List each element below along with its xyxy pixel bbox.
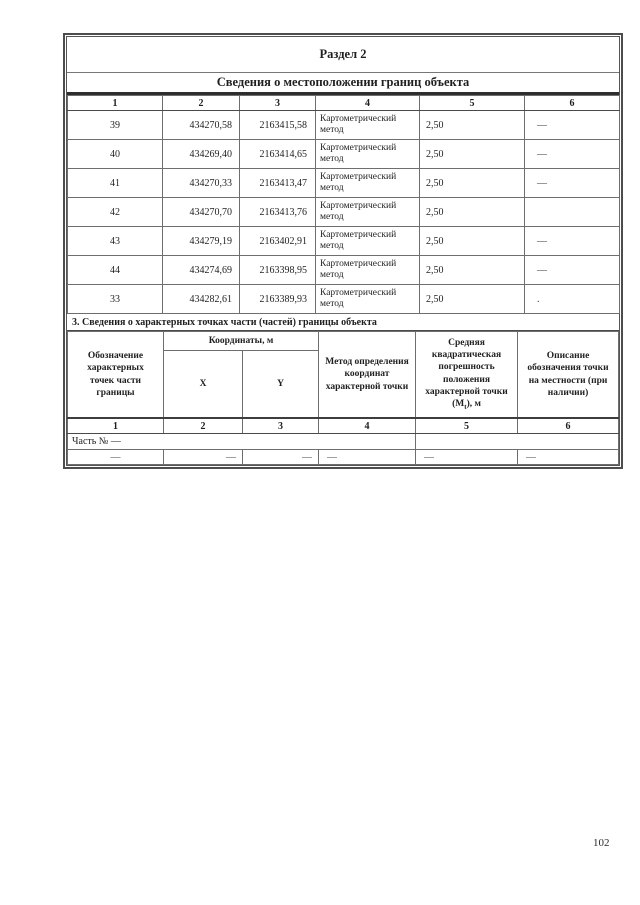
placeholder-cell: — (163, 449, 243, 465)
desc-cell: . (524, 284, 620, 314)
desc-cell: — (524, 255, 620, 285)
desc-cell: — (524, 226, 620, 256)
y-cell: 2163402,91 (239, 226, 316, 256)
y-cell: 2163415,58 (239, 110, 316, 140)
point-number-cell: 43 (67, 226, 163, 256)
header-row-xy: X Y (68, 350, 619, 419)
boundary-points-table: 1 2 3 4 5 6 39 434270,58 2163415,58 Карт… (67, 95, 620, 314)
section2-subtitle: Сведения о местоположении границ объекта (216, 75, 470, 89)
table-row: 41 434270,33 2163413,47 Картометрический… (67, 168, 620, 198)
placeholder-cell: — (67, 449, 164, 465)
method-cell: Картометрический метод (315, 226, 420, 256)
point-number-cell: 33 (67, 284, 163, 314)
y-cell: 2163413,47 (239, 168, 316, 198)
col-number: 4 (318, 417, 417, 434)
method-header: Метод определения координат характерной … (318, 331, 417, 419)
method-cell: Картометрический метод (315, 284, 420, 314)
desc-cell (524, 197, 620, 227)
page-number: 102 (593, 837, 610, 849)
inner-frame: Раздел 2 Сведения о местоположении грани… (66, 36, 620, 466)
x-cell: 434274,69 (162, 255, 240, 285)
header-row-top: Обозначение характерных точек части гран… (67, 331, 620, 419)
mt-cell: 2,50 (419, 255, 525, 285)
table-row: 40 434269,40 2163414,65 Картометрический… (67, 139, 620, 169)
part-points-table: Обозначение характерных точек части гран… (66, 331, 620, 465)
y-header: Y (241, 350, 320, 419)
col-number: 2 (163, 417, 243, 434)
point-number-cell: 39 (67, 110, 163, 140)
y-cell: 2163413,76 (239, 197, 316, 227)
part-label-empty-cell (415, 433, 620, 450)
mt-header-suffix: ), м (466, 399, 481, 410)
column-number-row: 1 2 3 4 5 6 (67, 95, 620, 111)
placeholder-cell: — (241, 449, 320, 465)
mt-cell: 2,50 (419, 139, 525, 169)
part-label-cell: Часть № — (66, 433, 417, 450)
col-number: 5 (419, 95, 525, 111)
designation-header: Обозначение характерных точек части гран… (67, 331, 164, 419)
section3-title: 3. Сведения о характерных точках части (… (67, 314, 619, 331)
col-number: 6 (524, 95, 620, 111)
method-cell: Картометрический метод (315, 197, 420, 227)
placeholder-cell: — (415, 449, 519, 465)
col-number: 3 (241, 417, 320, 434)
x-cell: 434279,19 (162, 226, 240, 256)
method-cell: Картометрический метод (315, 168, 420, 198)
mt-subscript: t (464, 403, 467, 412)
section2-title-block: Раздел 2 Сведения о местоположении грани… (67, 37, 619, 95)
part-label-row: Часть № — (66, 433, 620, 450)
col-number: 1 (67, 95, 163, 111)
method-cell: Картометрический метод (315, 110, 420, 140)
col-number: 2 (162, 95, 240, 111)
placeholder-row: — — — — — — (67, 449, 620, 465)
x-cell: 434282,61 (162, 284, 240, 314)
table-row: 44 434274,69 2163398,95 Картометрический… (67, 255, 620, 285)
coordinates-group-header: Координаты, м (162, 331, 320, 351)
table-row: 39 434270,58 2163415,58 Картометрический… (67, 110, 620, 140)
y-cell: 2163414,65 (239, 139, 316, 169)
mt-cell: 2,50 (419, 284, 525, 314)
mt-cell: 2,50 (419, 197, 525, 227)
mt-header: Средняя квадратическая погрешность полож… (415, 331, 519, 419)
col-number: 5 (415, 417, 519, 434)
desc-cell: — (524, 139, 620, 169)
point-number-cell: 42 (67, 197, 163, 227)
mt-cell: 2,50 (419, 168, 525, 198)
x-cell: 434270,58 (162, 110, 240, 140)
table-row: 33 434282,61 2163389,93 Картометрический… (67, 284, 620, 314)
desc-header: Описание обозначения точки на местности … (517, 331, 620, 419)
placeholder-cell: — (517, 449, 620, 465)
x-cell: 434270,70 (162, 197, 240, 227)
y-cell: 2163398,95 (239, 255, 316, 285)
mt-cell: 2,50 (419, 226, 525, 256)
col-number: 6 (517, 417, 620, 434)
point-number-cell: 41 (67, 168, 163, 198)
method-cell: Картометрический метод (315, 255, 420, 285)
placeholder-cell: — (318, 449, 417, 465)
x-cell: 434270,33 (162, 168, 240, 198)
y-cell: 2163389,93 (239, 284, 316, 314)
outer-frame: Раздел 2 Сведения о местоположении грани… (63, 33, 623, 469)
section2-title: Раздел 2 (67, 37, 619, 73)
column-number-row: 1 2 3 4 5 6 (67, 417, 620, 434)
x-cell: 434269,40 (162, 139, 240, 169)
col-number: 3 (239, 95, 316, 111)
desc-cell: — (524, 110, 620, 140)
x-header: X (163, 350, 243, 419)
col-number: 1 (67, 417, 164, 434)
desc-cell: — (524, 168, 620, 198)
table-row: 43 434279,19 2163402,91 Картометрический… (67, 226, 620, 256)
mt-header-text: Средняя квадратическая погрешность полож… (425, 337, 508, 410)
col-number: 4 (315, 95, 420, 111)
point-number-cell: 40 (67, 139, 163, 169)
method-cell: Картометрический метод (315, 139, 420, 169)
mt-cell: 2,50 (419, 110, 525, 140)
point-number-cell: 44 (67, 255, 163, 285)
table-row: 42 434270,70 2163413,76 Картометрический… (67, 197, 620, 227)
